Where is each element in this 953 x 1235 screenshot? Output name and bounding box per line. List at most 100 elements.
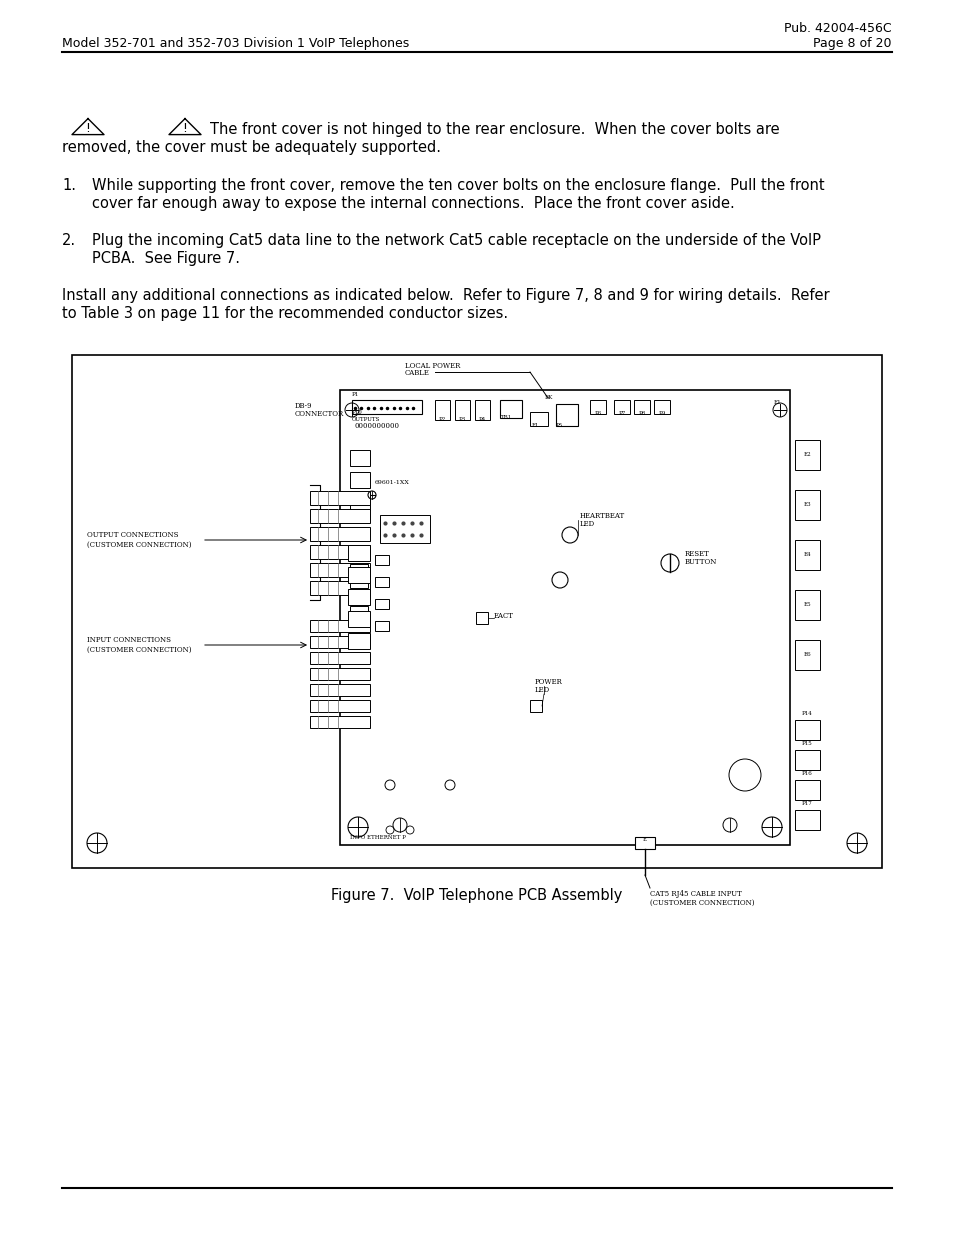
Bar bbox=[654, 400, 669, 414]
Bar bbox=[794, 781, 820, 800]
Text: P16: P16 bbox=[801, 771, 812, 776]
Text: Pub. 42004-456C: Pub. 42004-456C bbox=[783, 21, 891, 35]
Bar bbox=[348, 611, 370, 627]
Text: TB1: TB1 bbox=[499, 415, 511, 420]
Text: (CUSTOMER CONNECTION): (CUSTOMER CONNECTION) bbox=[649, 899, 754, 906]
Bar bbox=[348, 567, 370, 583]
Bar bbox=[794, 750, 820, 769]
Bar bbox=[375, 621, 389, 631]
Text: BUTTON: BUTTON bbox=[684, 558, 717, 566]
Text: cover far enough away to expose the internal connections.  Place the front cover: cover far enough away to expose the inte… bbox=[91, 196, 734, 211]
Text: Model 352-701 and 352-703 Division 1 VoIP Telephones: Model 352-701 and 352-703 Division 1 VoI… bbox=[62, 37, 409, 51]
Text: BK: BK bbox=[544, 395, 553, 400]
Bar bbox=[310, 716, 370, 727]
Bar bbox=[350, 564, 368, 574]
Bar bbox=[614, 400, 629, 414]
Text: P1: P1 bbox=[352, 391, 359, 396]
Bar bbox=[350, 550, 368, 559]
Bar bbox=[310, 684, 370, 697]
Bar bbox=[71, 354, 882, 868]
Bar bbox=[350, 472, 370, 488]
Text: LED: LED bbox=[535, 685, 550, 694]
Bar bbox=[310, 545, 370, 559]
Text: OUTPUT CONNECTIONS: OUTPUT CONNECTIONS bbox=[87, 531, 178, 538]
Bar bbox=[455, 400, 470, 420]
Bar bbox=[350, 494, 370, 510]
Text: to Table 3 on page 11 for the recommended conductor sizes.: to Table 3 on page 11 for the recommende… bbox=[62, 306, 508, 321]
Bar bbox=[375, 555, 389, 564]
Text: !: ! bbox=[86, 122, 91, 135]
Text: E6: E6 bbox=[802, 652, 810, 657]
Text: P10: P10 bbox=[352, 410, 362, 415]
Text: P15: P15 bbox=[801, 741, 812, 746]
Bar bbox=[475, 400, 490, 420]
Text: Plug the incoming Cat5 data line to the network Cat5 cable receptacle on the und: Plug the incoming Cat5 data line to the … bbox=[91, 233, 821, 248]
Text: CONNECTOR: CONNECTOR bbox=[294, 410, 344, 417]
Bar bbox=[350, 592, 368, 601]
Text: Install any additional connections as indicated below.  Refer to Figure 7, 8 and: Install any additional connections as in… bbox=[62, 288, 829, 303]
Bar bbox=[310, 509, 370, 522]
Text: E1: E1 bbox=[773, 400, 781, 405]
Text: INPUT CONNECTIONS: INPUT CONNECTIONS bbox=[87, 636, 171, 643]
Text: RESET: RESET bbox=[684, 550, 709, 558]
Bar bbox=[499, 400, 521, 417]
Text: EACT: EACT bbox=[494, 613, 514, 620]
Text: !: ! bbox=[182, 122, 188, 135]
Bar bbox=[589, 400, 605, 414]
Text: E4: E4 bbox=[802, 552, 810, 557]
Text: Page 8 of 20: Page 8 of 20 bbox=[813, 37, 891, 51]
Bar bbox=[435, 400, 450, 420]
Text: The front cover is not hinged to the rear enclosure.  When the cover bolts are: The front cover is not hinged to the rea… bbox=[210, 122, 779, 137]
Bar bbox=[310, 652, 370, 664]
Bar bbox=[350, 450, 370, 466]
Text: OUTPUTS: OUTPUTS bbox=[352, 417, 380, 422]
Bar bbox=[348, 589, 370, 605]
Text: LOCAL POWER: LOCAL POWER bbox=[405, 362, 460, 370]
Bar bbox=[339, 390, 789, 845]
Text: P2: P2 bbox=[438, 417, 445, 422]
Text: E: E bbox=[642, 837, 646, 842]
Bar bbox=[352, 400, 421, 414]
Text: P8: P8 bbox=[638, 411, 645, 416]
Bar bbox=[375, 577, 389, 587]
Text: P6: P6 bbox=[594, 411, 601, 416]
Text: 0000000000: 0000000000 bbox=[355, 422, 399, 430]
Bar bbox=[530, 700, 541, 713]
Bar bbox=[310, 563, 370, 577]
Bar bbox=[350, 620, 368, 630]
Text: removed, the cover must be adequately supported.: removed, the cover must be adequately su… bbox=[62, 140, 440, 156]
Text: P3: P3 bbox=[457, 417, 465, 422]
Text: Figure 7.  VoIP Telephone PCB Assembly: Figure 7. VoIP Telephone PCB Assembly bbox=[331, 888, 622, 903]
Text: (CUSTOMER CONNECTION): (CUSTOMER CONNECTION) bbox=[87, 541, 192, 550]
Text: P14: P14 bbox=[801, 711, 812, 716]
Bar bbox=[379, 515, 430, 543]
Text: LED: LED bbox=[579, 520, 595, 529]
Bar bbox=[794, 440, 820, 471]
Text: DB-9: DB-9 bbox=[294, 403, 313, 410]
Text: INFO ETHERNET P: INFO ETHERNET P bbox=[350, 835, 405, 840]
Text: PCBA.  See Figure 7.: PCBA. See Figure 7. bbox=[91, 251, 240, 266]
Text: 2.: 2. bbox=[62, 233, 76, 248]
Bar bbox=[350, 606, 368, 616]
Text: P9: P9 bbox=[658, 411, 665, 416]
Bar bbox=[310, 527, 370, 541]
Bar bbox=[635, 837, 655, 848]
Text: P4: P4 bbox=[477, 417, 485, 422]
Bar bbox=[476, 613, 488, 624]
Bar bbox=[310, 580, 370, 595]
Bar bbox=[310, 700, 370, 713]
Bar bbox=[350, 578, 368, 588]
Text: P17: P17 bbox=[801, 802, 812, 806]
Text: CABLE: CABLE bbox=[405, 369, 430, 377]
Bar bbox=[310, 620, 370, 632]
Bar bbox=[794, 640, 820, 671]
Text: While supporting the front cover, remove the ten cover bolts on the enclosure fl: While supporting the front cover, remove… bbox=[91, 178, 823, 193]
Bar bbox=[375, 599, 389, 609]
Bar bbox=[556, 404, 578, 426]
Text: (CUSTOMER CONNECTION): (CUSTOMER CONNECTION) bbox=[87, 646, 192, 655]
Bar bbox=[348, 634, 370, 650]
Bar bbox=[348, 545, 370, 561]
Bar bbox=[310, 636, 370, 648]
Text: P7: P7 bbox=[618, 411, 625, 416]
Text: F1: F1 bbox=[532, 424, 538, 429]
